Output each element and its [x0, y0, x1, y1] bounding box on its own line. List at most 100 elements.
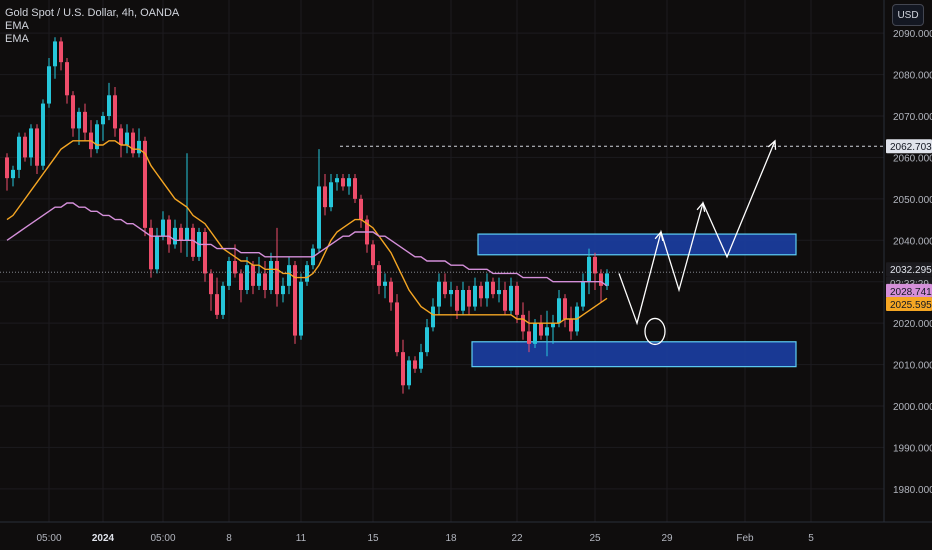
arrow-head-2: [696, 201, 706, 212]
candle-body: [53, 41, 57, 67]
candle-body: [563, 298, 567, 319]
candle-body: [113, 95, 117, 129]
candles: [5, 37, 609, 394]
candle-body: [173, 227, 177, 245]
candle-body: [131, 132, 135, 154]
candle-body: [473, 285, 477, 307]
candle-body: [449, 290, 453, 295]
candle-body: [233, 261, 237, 274]
zone-rect: [471, 341, 797, 368]
candle-body: [521, 314, 525, 332]
target-badge-bg: [886, 139, 932, 154]
candle-body: [557, 298, 561, 324]
candle-body: [161, 219, 165, 237]
candle-body: [227, 261, 231, 286]
candle-body: [533, 323, 537, 344]
candle-body: [515, 285, 519, 315]
candle-body: [41, 103, 45, 166]
candle-body: [323, 186, 327, 208]
y-tick-label: 2070.000: [893, 112, 932, 123]
candle-body: [347, 178, 351, 187]
candle-body: [47, 66, 51, 104]
candle-body: [239, 273, 243, 290]
x-tick-label: 15: [367, 533, 379, 544]
candle-body: [107, 95, 111, 116]
candle-body: [299, 281, 303, 336]
candle-body: [539, 323, 543, 336]
candle-body: [17, 136, 21, 170]
x-tick-label: 8: [226, 533, 232, 544]
candle-body: [455, 290, 459, 311]
candle-body: [317, 186, 321, 249]
candle-body: [257, 273, 261, 286]
candle-body: [5, 157, 9, 179]
candle-body: [587, 256, 591, 282]
x-tick-label: 25: [589, 533, 601, 544]
ema-slow-badge-bg: [886, 283, 932, 298]
candle-body: [95, 124, 99, 150]
zone-rect: [477, 233, 797, 256]
candle-body: [593, 256, 597, 274]
x-tick-label: 05:00: [36, 533, 61, 544]
ema-fast-badge-bg: [886, 296, 932, 311]
x-tick-label: 22: [511, 533, 523, 544]
last-price-badge: 2032.295: [890, 265, 932, 276]
candle-body: [335, 178, 339, 183]
arrow-head-3: [767, 139, 777, 150]
candle-body: [329, 182, 333, 208]
arrow-head-1: [654, 230, 664, 241]
candle-body: [503, 290, 507, 311]
candle-body: [65, 62, 69, 96]
candle-body: [509, 285, 513, 311]
candle-body: [377, 265, 381, 286]
candle-body: [275, 261, 279, 295]
candle-body: [395, 302, 399, 353]
candle-body: [527, 331, 531, 344]
symbol-title[interactable]: Gold Spot / U.S. Dollar, 4h, OANDA: [5, 7, 180, 19]
candle-body: [185, 227, 189, 241]
candle-body: [407, 360, 411, 386]
supply-demand-zones: [471, 233, 797, 368]
candle-body: [371, 244, 375, 266]
candle-body: [431, 306, 435, 328]
candle-body: [545, 327, 549, 336]
candle-body: [167, 219, 171, 245]
candle-body: [425, 327, 429, 353]
projection-ellipse: [644, 317, 666, 346]
x-tick-label: 11: [296, 533, 307, 544]
y-tick-label: 2050.000: [893, 195, 932, 206]
y-tick-label: 1990.000: [893, 443, 932, 454]
ema-indicator-2[interactable]: EMA: [5, 33, 29, 45]
time-axis[interactable]: 05:00 2024 05:00 8 11 15 18 22 25 29 Feb 5: [0, 521, 932, 544]
candle-body: [281, 285, 285, 295]
candle-body: [143, 140, 147, 228]
candle-body: [467, 290, 471, 307]
candle-body: [287, 265, 291, 286]
x-tick-label: 5: [808, 533, 814, 544]
candle-body: [29, 128, 33, 158]
y-tick-label: 2040.000: [893, 236, 932, 247]
candle-body: [203, 232, 207, 274]
y-tick-label: 2010.000: [893, 361, 932, 372]
candle-body: [83, 111, 87, 133]
ema-slow-badge: 2028.741: [890, 287, 932, 298]
currency-button[interactable]: USD: [892, 4, 924, 26]
candle-body: [221, 285, 225, 315]
candle-body: [401, 352, 405, 386]
candle-body: [11, 169, 15, 179]
candle-body: [437, 281, 441, 307]
candle-body: [341, 178, 345, 187]
candle-body: [269, 261, 273, 290]
candle-body: [413, 360, 417, 369]
ema-indicator-1[interactable]: EMA: [5, 20, 29, 32]
candle-body: [137, 140, 141, 154]
candle-body: [383, 281, 387, 286]
candle-body: [149, 227, 153, 270]
candle-body: [305, 265, 309, 282]
candle-body: [551, 323, 555, 328]
candle-body: [71, 95, 75, 129]
candle-body: [359, 198, 363, 220]
